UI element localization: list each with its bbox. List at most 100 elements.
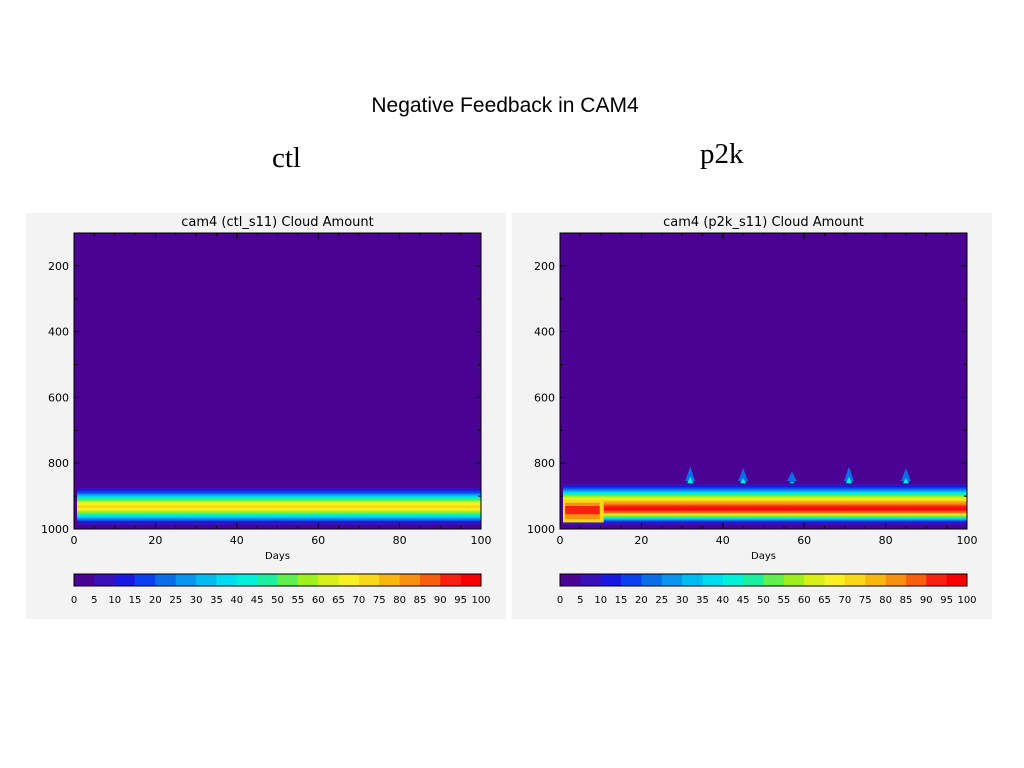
colorbar-tick-label: 45	[251, 595, 264, 606]
colorbar-tick-label: 100	[471, 595, 490, 606]
y-tick-label: 800	[48, 457, 69, 470]
y-tick-label: 1000	[41, 523, 69, 536]
slide-title: Negative Feedback in CAM4	[371, 94, 639, 117]
colorbar-swatch	[460, 574, 482, 586]
plot-area	[560, 233, 967, 529]
colorbar-tick-label: 60	[312, 595, 325, 606]
colorbar-swatch	[824, 574, 846, 586]
colorbar-tick-label: 95	[454, 595, 467, 606]
deep-cloud-band	[565, 505, 600, 515]
colorbar-swatch	[621, 574, 642, 586]
colorbar-swatch	[135, 574, 156, 586]
chart-title: cam4 (p2k_s11) Cloud Amount	[663, 215, 864, 230]
colorbar-swatch	[844, 574, 866, 586]
colorbar-tick-label: 100	[957, 595, 976, 606]
y-tick-label: 400	[534, 326, 555, 339]
x-axis-label: Days	[751, 551, 776, 562]
colorbar-tick-label: 70	[839, 595, 852, 606]
colorbar-tick-label: 0	[557, 595, 563, 606]
colorbar-tick-label: 95	[940, 595, 953, 606]
colorbar-swatch	[661, 574, 683, 586]
colorbar-swatch	[641, 574, 663, 586]
colorbar-tick-label: 75	[859, 595, 872, 606]
colorbar-tick-label: 5	[91, 595, 97, 606]
colorbar-swatch	[926, 574, 947, 586]
x-tick-label: 80	[879, 534, 893, 547]
colorbar-tick-label: 10	[108, 595, 121, 606]
chart-title: cam4 (ctl_s11) Cloud Amount	[181, 215, 373, 230]
colorbar-tick-label: 0	[71, 595, 77, 606]
colorbar-swatch	[155, 574, 177, 586]
colorbar-tick-label: 65	[818, 595, 831, 606]
colorbar-swatch	[419, 574, 441, 586]
colorbar-tick-label: 15	[615, 595, 628, 606]
colorbar-tick-label: 55	[291, 595, 304, 606]
colorbar-swatch	[297, 574, 319, 586]
cloud-spike	[843, 466, 854, 482]
colorbar-tick-label: 85	[900, 595, 913, 606]
y-tick-label: 600	[48, 391, 69, 404]
colorbar-swatch	[865, 574, 886, 586]
cloud-spike	[687, 476, 694, 484]
x-tick-label: 60	[311, 534, 325, 547]
colorbar-swatch	[318, 574, 339, 586]
colorbar-tick-label: 80	[879, 595, 892, 606]
cloud-band	[77, 523, 481, 526]
colorbar-swatch	[74, 574, 95, 586]
x-tick-label: 40	[716, 534, 730, 547]
colorbar-tick-label: 15	[129, 595, 142, 606]
cloud-spike	[685, 466, 696, 482]
p2k-cloud-amount-panel: cam4 (p2k_s11) Cloud Amount 200 400 600 800 1…	[512, 213, 992, 619]
colorbar-swatch	[440, 574, 461, 586]
colorbar-swatch	[804, 574, 825, 586]
colorbar-swatch	[94, 574, 115, 586]
colorbar-swatch	[580, 574, 601, 586]
colorbar-swatch	[338, 574, 360, 586]
colorbar-swatch	[722, 574, 744, 586]
colorbar-frame	[559, 573, 968, 587]
colorbar-tick-label: 75	[373, 595, 386, 606]
colorbar-swatch	[379, 574, 400, 586]
cloud-spike	[788, 481, 795, 484]
colorbar-swatch	[885, 574, 907, 586]
colorbar-tick-label: 25	[655, 595, 668, 606]
x-tick-label: 100	[471, 534, 492, 547]
y-tick-label: 600	[534, 391, 555, 404]
colorbar-tick-label: 50	[757, 595, 770, 606]
colorbar-tick-label: 5	[577, 595, 583, 606]
colorbar-tick-label: 55	[777, 595, 790, 606]
x-tick-label: 80	[393, 534, 407, 547]
colorbar-tick-label: 70	[353, 595, 366, 606]
ctl-label: ctl	[272, 142, 301, 174]
colorbar-swatch	[702, 574, 724, 586]
cloud-spike	[740, 478, 747, 484]
y-tick-label: 200	[534, 260, 555, 273]
y-tick-label: 800	[534, 457, 555, 470]
y-tick-label: 1000	[527, 523, 555, 536]
y-tick-label: 400	[48, 326, 69, 339]
x-tick-label: 0	[71, 534, 78, 547]
cloud-band	[563, 523, 967, 525]
colorbar-swatch	[763, 574, 785, 586]
colorbar-tick-label: 60	[798, 595, 811, 606]
cloud-spike	[786, 471, 797, 482]
colorbar-swatch	[743, 574, 764, 586]
colorbar-tick-label: 40	[716, 595, 729, 606]
colorbar-swatch	[236, 574, 258, 586]
x-tick-label: 20	[634, 534, 648, 547]
colorbar-swatch	[560, 574, 581, 586]
colorbar-tick-label: 45	[737, 595, 750, 606]
colorbar-tick-label: 30	[676, 595, 689, 606]
colorbar-tick-label: 90	[920, 595, 933, 606]
colorbar-tick-label: 20	[149, 595, 162, 606]
p2k-cloud-amount-chart: cam4 (p2k_s11) Cloud Amount2004006008001…	[527, 215, 978, 606]
x-tick-label: 60	[797, 534, 811, 547]
p2k-label: p2k	[700, 138, 744, 170]
x-tick-label: 100	[957, 534, 978, 547]
cloud-spike	[902, 478, 909, 484]
plot-area	[74, 233, 481, 529]
cloud-spike	[738, 468, 749, 482]
colorbar-swatch	[946, 574, 968, 586]
colorbar-tick-label: 35	[210, 595, 223, 606]
ctl-cloud-amount-chart: cam4 (ctl_s11) Cloud Amount2004006008001…	[41, 215, 492, 606]
